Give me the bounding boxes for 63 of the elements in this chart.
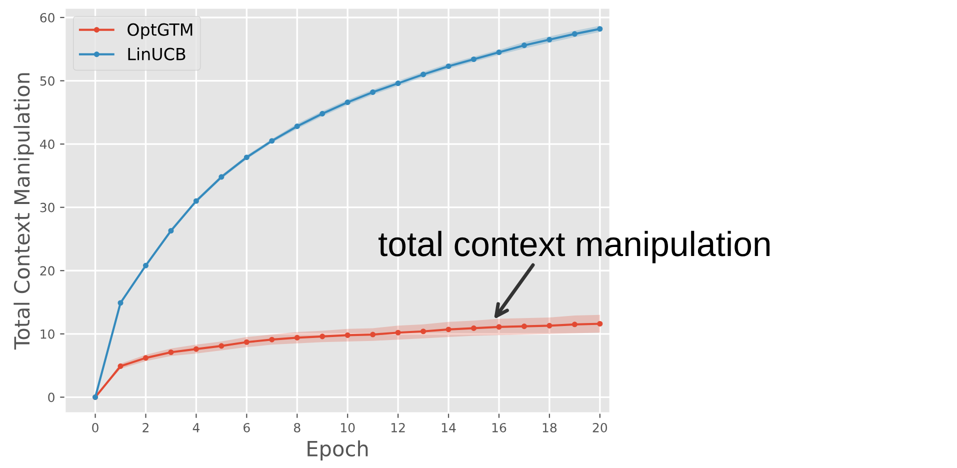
x-tick-label: 12 xyxy=(391,422,405,432)
point xyxy=(193,198,199,204)
y-tick-label: 0 xyxy=(48,392,54,402)
point xyxy=(395,80,401,86)
x-tick-label: 8 xyxy=(294,422,300,432)
point xyxy=(446,63,452,69)
point xyxy=(597,320,603,327)
point xyxy=(244,339,250,345)
y-tick-label: 20 xyxy=(40,266,54,276)
legend-label: LinUCB xyxy=(128,47,186,60)
y-tick-label: 60 xyxy=(40,12,54,22)
point xyxy=(470,325,477,331)
point xyxy=(496,50,502,56)
x-tick-label: 4 xyxy=(192,423,200,432)
point xyxy=(320,334,326,340)
point xyxy=(370,332,376,338)
y-tick-label: 50 xyxy=(40,76,54,86)
point xyxy=(546,36,552,42)
y-axis-title: Total Context Manipulation xyxy=(14,73,34,350)
point xyxy=(370,89,376,95)
point xyxy=(597,26,603,32)
point xyxy=(142,355,149,361)
point xyxy=(168,228,174,234)
point xyxy=(395,330,401,336)
point xyxy=(168,349,174,356)
point xyxy=(420,328,426,334)
point xyxy=(320,110,326,116)
point xyxy=(218,174,224,180)
point xyxy=(244,154,250,160)
point xyxy=(420,72,426,78)
legend-label: OptGTM xyxy=(128,23,192,40)
x-tick-label: 18 xyxy=(542,422,557,432)
x-tick-label: 10 xyxy=(341,422,355,432)
y-tick-label: 30 xyxy=(40,202,54,212)
y-tick-label: 40 xyxy=(40,140,54,149)
x-tick-label: 2 xyxy=(142,422,148,432)
point xyxy=(294,334,300,340)
point xyxy=(446,326,452,332)
point xyxy=(521,324,527,330)
x-tick-label: 16 xyxy=(492,422,506,432)
point xyxy=(546,322,552,328)
x-tick-label: 14 xyxy=(442,423,456,432)
point xyxy=(118,300,124,306)
point xyxy=(344,100,350,106)
point xyxy=(269,138,275,144)
x-axis-title: Epoch xyxy=(308,440,368,461)
annotation: total context manipulation xyxy=(378,230,770,264)
point xyxy=(470,56,477,62)
point xyxy=(496,324,502,330)
y-tick-label: 10 xyxy=(40,329,54,339)
point xyxy=(269,336,275,342)
point xyxy=(344,332,350,338)
point xyxy=(218,343,224,349)
point xyxy=(193,346,199,352)
x-tick-label: 20 xyxy=(592,422,608,432)
x-tick-label: 6 xyxy=(244,422,250,432)
point xyxy=(142,262,149,268)
point xyxy=(118,363,124,369)
point xyxy=(572,31,578,37)
x-tick-label: 0 xyxy=(92,422,98,432)
point xyxy=(521,42,527,48)
point xyxy=(294,124,300,130)
point xyxy=(572,322,578,328)
